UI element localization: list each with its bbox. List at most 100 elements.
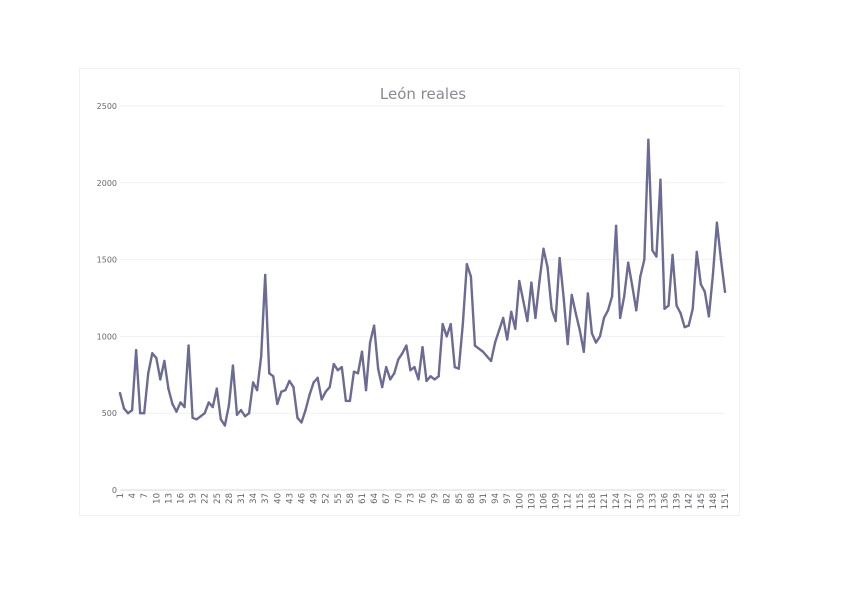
data-point bbox=[187, 344, 190, 347]
data-point bbox=[679, 312, 682, 315]
data-point bbox=[489, 359, 493, 363]
data-point bbox=[433, 378, 436, 381]
data-point bbox=[602, 316, 606, 320]
data-point bbox=[320, 398, 323, 401]
data-point bbox=[618, 316, 622, 320]
data-point bbox=[300, 421, 303, 424]
data-point bbox=[421, 345, 424, 349]
data-point bbox=[510, 310, 513, 314]
y-axis-tick-labels: 0 500 1000 1500 2000 2500 bbox=[97, 102, 117, 495]
data-point bbox=[465, 263, 469, 266]
x-tick-label: 70 bbox=[394, 493, 404, 504]
data-point bbox=[405, 344, 408, 347]
data-point bbox=[703, 290, 707, 294]
data-point bbox=[586, 292, 590, 295]
data-point bbox=[397, 358, 400, 361]
data-point bbox=[385, 365, 388, 369]
data-point bbox=[336, 368, 339, 372]
data-point bbox=[614, 224, 618, 228]
data-point bbox=[364, 388, 368, 392]
data-point bbox=[699, 282, 702, 286]
data-point bbox=[368, 341, 372, 344]
data-point bbox=[328, 385, 331, 389]
data-point bbox=[199, 415, 202, 418]
data-point bbox=[316, 376, 319, 380]
data-point bbox=[506, 338, 509, 341]
x-tick-label: 55 bbox=[334, 493, 344, 504]
data-point bbox=[143, 412, 146, 415]
data-point bbox=[276, 402, 279, 406]
data-point bbox=[550, 307, 553, 310]
data-point bbox=[163, 359, 166, 363]
x-tick-label: 37 bbox=[261, 493, 271, 504]
data-point bbox=[151, 352, 154, 355]
data-point bbox=[493, 341, 497, 344]
data-point bbox=[655, 255, 658, 258]
y-tick-label: 500 bbox=[102, 409, 117, 418]
data-point bbox=[574, 312, 577, 315]
x-tick-label: 28 bbox=[225, 493, 235, 504]
data-point bbox=[534, 316, 537, 320]
x-tick-label: 148 bbox=[709, 493, 719, 509]
data-point bbox=[457, 367, 460, 370]
data-point bbox=[469, 275, 473, 278]
y-tick-label: 1500 bbox=[97, 256, 117, 265]
data-point bbox=[518, 279, 521, 283]
x-tick-label: 61 bbox=[358, 493, 368, 504]
data-point bbox=[667, 304, 670, 307]
data-point bbox=[340, 365, 344, 369]
data-point bbox=[691, 307, 694, 310]
chart-title: León reales bbox=[380, 85, 466, 103]
x-tick-label: 109 bbox=[552, 493, 562, 509]
x-tick-label: 136 bbox=[661, 493, 671, 509]
x-tick-label: 49 bbox=[310, 493, 320, 504]
data-point bbox=[707, 315, 711, 318]
data-point bbox=[715, 221, 719, 224]
data-point bbox=[223, 424, 227, 427]
data-point bbox=[138, 412, 142, 415]
x-tick-label: 151 bbox=[721, 493, 731, 509]
data-point bbox=[606, 309, 610, 312]
x-tick-label: 7 bbox=[140, 493, 150, 498]
data-point bbox=[647, 138, 650, 141]
data-point bbox=[695, 250, 698, 254]
x-tick-label: 130 bbox=[636, 493, 646, 509]
data-point bbox=[461, 322, 465, 326]
x-tick-label: 1 bbox=[116, 493, 126, 498]
data-point bbox=[445, 335, 448, 338]
x-tick-label: 106 bbox=[540, 493, 550, 509]
x-tick-label: 10 bbox=[152, 493, 162, 504]
data-point bbox=[155, 356, 158, 360]
x-tick-label: 94 bbox=[491, 493, 501, 504]
data-point bbox=[376, 367, 380, 370]
data-point bbox=[380, 385, 384, 389]
data-point bbox=[542, 247, 545, 251]
data-point bbox=[566, 342, 569, 346]
x-tick-label: 82 bbox=[443, 493, 453, 504]
x-tick-label: 43 bbox=[285, 493, 295, 504]
data-point bbox=[594, 341, 598, 344]
data-point bbox=[280, 390, 283, 393]
data-point bbox=[546, 266, 549, 269]
data-point bbox=[352, 370, 356, 373]
data-point bbox=[570, 293, 573, 297]
x-tick-label: 121 bbox=[600, 493, 610, 509]
data-point bbox=[126, 412, 130, 415]
x-tick-label: 142 bbox=[685, 493, 695, 509]
data-point bbox=[332, 362, 335, 366]
data-point bbox=[191, 416, 194, 420]
data-point bbox=[449, 322, 452, 326]
data-point bbox=[481, 350, 485, 353]
data-point bbox=[304, 408, 307, 412]
y-tick-label: 0 bbox=[112, 486, 117, 495]
data-point bbox=[118, 392, 122, 395]
x-tick-label: 124 bbox=[612, 493, 622, 509]
data-point bbox=[723, 290, 727, 294]
y-tick-label: 2000 bbox=[97, 179, 117, 188]
x-tick-label: 13 bbox=[164, 493, 174, 504]
x-tick-label: 19 bbox=[189, 493, 199, 504]
data-point bbox=[429, 375, 432, 378]
x-tick-label: 127 bbox=[624, 493, 634, 509]
x-tick-label: 4 bbox=[128, 493, 138, 498]
data-point bbox=[473, 344, 477, 347]
